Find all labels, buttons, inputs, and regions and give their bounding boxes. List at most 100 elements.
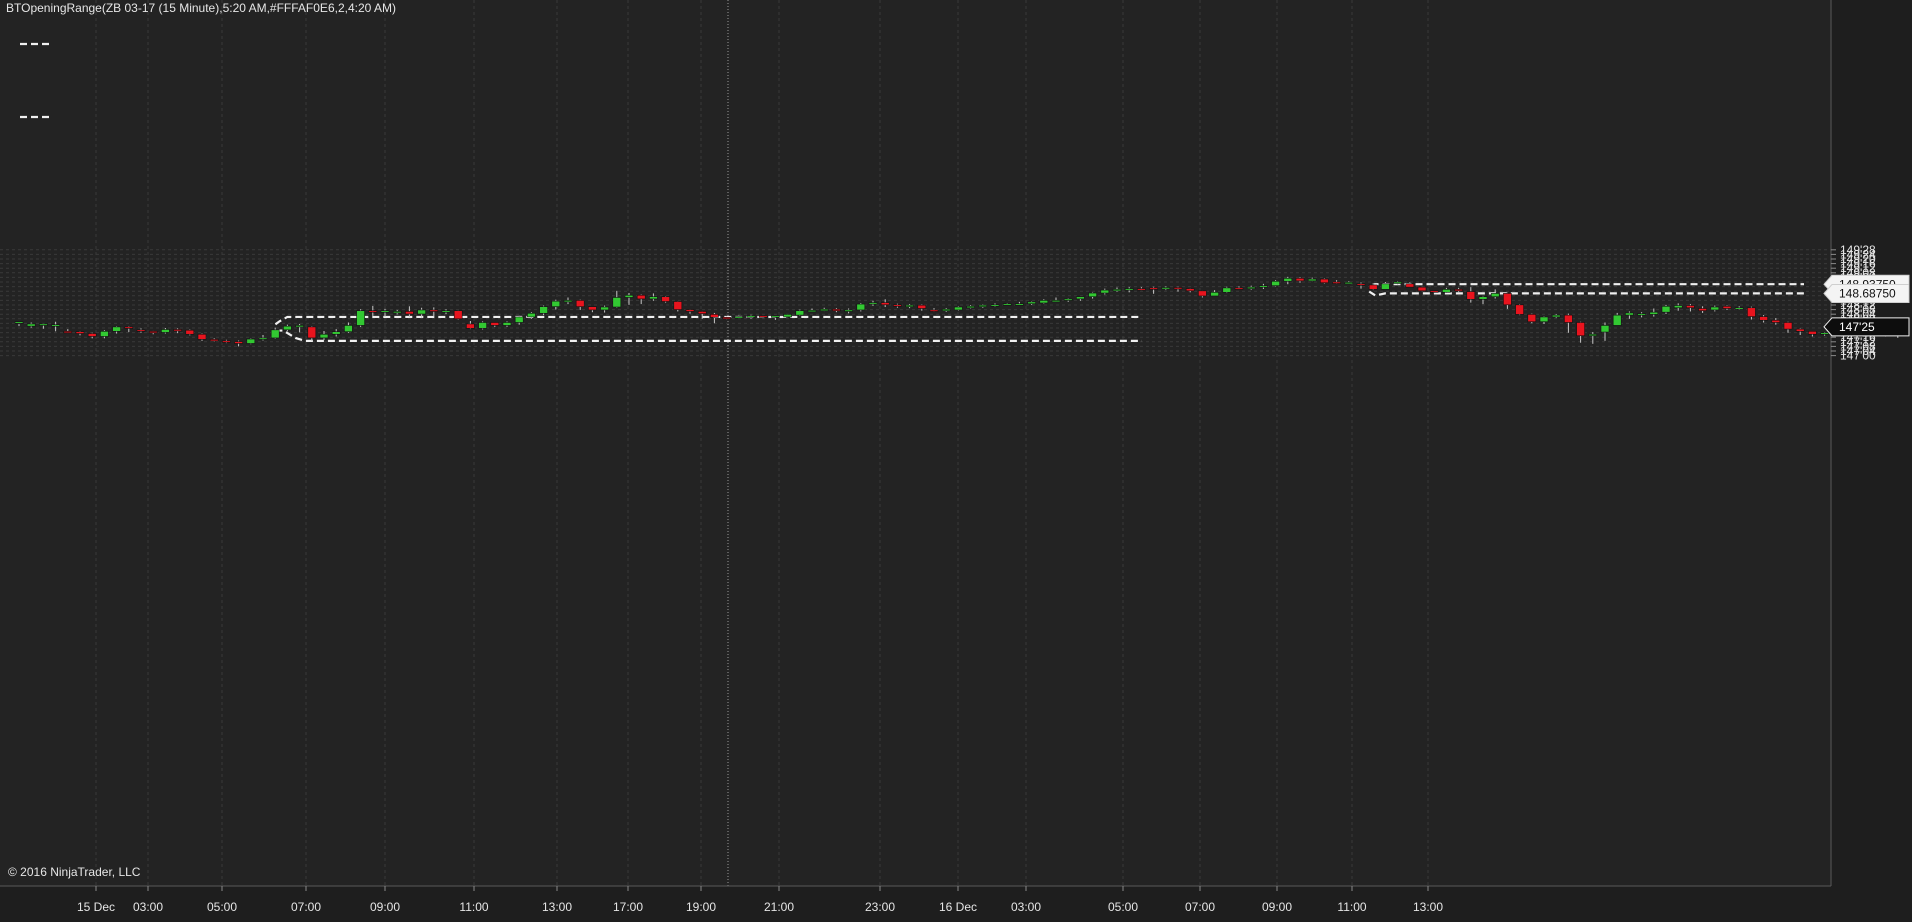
candle-body-down xyxy=(1503,293,1512,306)
candle xyxy=(1039,299,1049,304)
study-label: BTOpeningRange(ZB 03-17 (15 Minute),5:20… xyxy=(6,1,396,15)
candle xyxy=(405,306,414,318)
candle xyxy=(1503,292,1512,309)
x-tick-label: 07:00 xyxy=(291,900,321,914)
x-tick-label: 17:00 xyxy=(613,900,643,914)
candle-body-up xyxy=(1490,293,1500,298)
candle xyxy=(1283,276,1293,285)
x-tick-label: 07:00 xyxy=(1185,900,1215,914)
candle xyxy=(1808,331,1817,337)
candle-body-up xyxy=(1612,314,1622,326)
candle-body-up xyxy=(856,303,866,311)
candle-body-up xyxy=(1088,292,1097,298)
candle xyxy=(966,305,975,309)
candle-body-up xyxy=(868,302,878,305)
candle-body-down xyxy=(1417,286,1427,292)
candle-body-down xyxy=(1356,283,1366,286)
candle xyxy=(978,304,988,308)
candle-body-up xyxy=(26,323,36,327)
candle xyxy=(1466,287,1476,303)
candle xyxy=(1271,280,1280,287)
candle xyxy=(856,302,866,312)
candle-body-up xyxy=(1271,280,1280,286)
candle-body-down xyxy=(368,310,378,313)
candle-body-down xyxy=(1759,316,1768,321)
candle xyxy=(563,297,573,305)
candle-body-down xyxy=(1185,288,1195,292)
candle xyxy=(1100,288,1110,295)
candle xyxy=(368,305,378,316)
candle-body-up xyxy=(905,304,914,307)
candle xyxy=(1027,301,1036,305)
candle-body-up xyxy=(1393,281,1402,284)
candle-body-down xyxy=(1527,314,1537,323)
candle-body-up xyxy=(1210,292,1219,297)
candle xyxy=(649,293,658,301)
candle-body-down xyxy=(173,329,182,332)
candle-body-up xyxy=(624,294,634,298)
candle xyxy=(63,329,73,334)
x-tick-label: 19:00 xyxy=(686,900,716,914)
candle-body-up xyxy=(39,323,48,326)
candle-body-up xyxy=(1124,288,1134,291)
candle-body-up xyxy=(527,312,536,318)
y-tick-label: 149'24 xyxy=(1840,247,1876,261)
candle-body-down xyxy=(1198,290,1207,297)
candle xyxy=(636,294,646,305)
candle-body-down xyxy=(87,333,97,337)
candle xyxy=(161,328,170,334)
candle-body-up xyxy=(319,333,329,339)
candle xyxy=(87,332,97,339)
candle xyxy=(673,301,683,312)
y-tick-label: 147'12 xyxy=(1840,335,1876,349)
x-axis-panel[interactable] xyxy=(0,886,1831,917)
candle xyxy=(990,303,1000,308)
candle xyxy=(283,324,292,332)
candle-body-up xyxy=(1588,333,1598,337)
candle-body-down xyxy=(1405,283,1415,288)
candle xyxy=(1161,286,1171,291)
candle-body-up xyxy=(392,311,402,314)
candle-body-down xyxy=(124,326,134,329)
candle-body-down xyxy=(1173,287,1183,290)
candle xyxy=(758,315,768,319)
candle xyxy=(197,333,207,341)
candle-body-up xyxy=(612,297,622,308)
candle-body-down xyxy=(1368,284,1378,290)
candle-body-up xyxy=(1259,285,1268,288)
candle xyxy=(258,334,268,341)
candle xyxy=(429,307,439,317)
candle xyxy=(1478,295,1488,305)
candle xyxy=(1490,289,1500,299)
candle xyxy=(844,308,853,314)
candle xyxy=(295,323,304,333)
candle xyxy=(905,304,914,309)
candle xyxy=(612,290,622,308)
candle-body-down xyxy=(1747,307,1756,317)
y-tick-label: 149'12 xyxy=(1840,261,1876,275)
candle-body-down xyxy=(1564,314,1573,323)
plot-area[interactable] xyxy=(0,0,1831,886)
candle xyxy=(588,306,597,313)
candle-body-up xyxy=(1002,303,1012,306)
candle-body-up xyxy=(283,325,292,331)
candle xyxy=(1734,306,1744,310)
candle xyxy=(1686,304,1695,312)
candle-body-up xyxy=(417,309,426,315)
x-tick-label: 11:00 xyxy=(1337,900,1366,914)
x-tick-label: 05:00 xyxy=(1108,900,1138,914)
y-axis-panel[interactable] xyxy=(1831,0,1912,917)
y-tick-label: 149'16 xyxy=(1840,257,1876,271)
candle-body-down xyxy=(636,294,646,300)
candle-body-up xyxy=(1820,332,1829,335)
candle-body-up xyxy=(563,300,573,303)
candle xyxy=(1149,286,1158,294)
candle xyxy=(246,338,256,345)
x-tick-label: 21:00 xyxy=(764,900,794,914)
candle xyxy=(575,299,585,310)
candle xyxy=(832,308,841,313)
candle-body-down xyxy=(588,306,597,311)
candle-body-up xyxy=(1661,305,1671,313)
